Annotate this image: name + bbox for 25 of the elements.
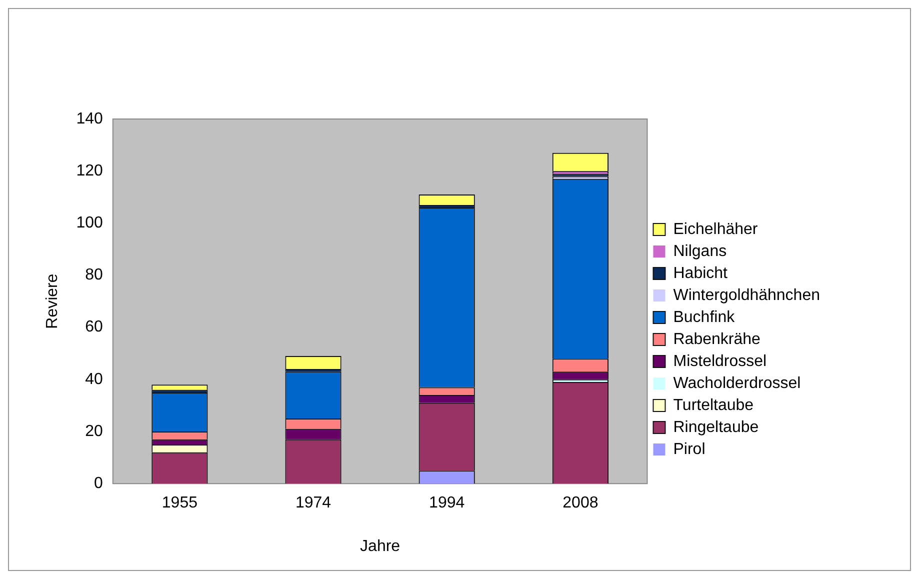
legend-label: Eichelhäher [673,220,758,238]
legend-label: Wacholderdrossel [673,374,801,392]
x-axis-title: Jahre [360,538,400,555]
legend-label: Rabenkrähe [673,330,761,348]
y-tick-label: 0 [94,475,103,492]
y-tick-label: 120 [76,162,103,180]
legend-label: Nilgans [673,242,727,260]
x-tick-label: 1974 [295,494,332,512]
legend-label: Turteltaube [673,396,754,414]
y-tick-label: 80 [85,266,103,284]
y-tick-label: 20 [85,422,103,440]
legend-label: Misteldrossel [673,352,767,370]
x-tick-label: 1955 [162,494,198,512]
y-axis-title: Reviere [44,274,62,329]
legend-label: Buchfink [673,308,736,326]
legend-label: Wintergoldhähnchen [673,286,820,304]
legend-label: Ringeltaube [673,418,759,436]
legend-label: Habicht [673,264,728,282]
x-tick-label: 2008 [562,494,598,512]
y-tick-label: 140 [76,110,103,128]
y-tick-label: 60 [85,318,103,336]
y-tick-label: 100 [76,214,103,232]
legend-label: Pirol [673,440,706,458]
x-tick-label: 1994 [429,494,465,512]
y-tick-label: 40 [85,370,103,388]
